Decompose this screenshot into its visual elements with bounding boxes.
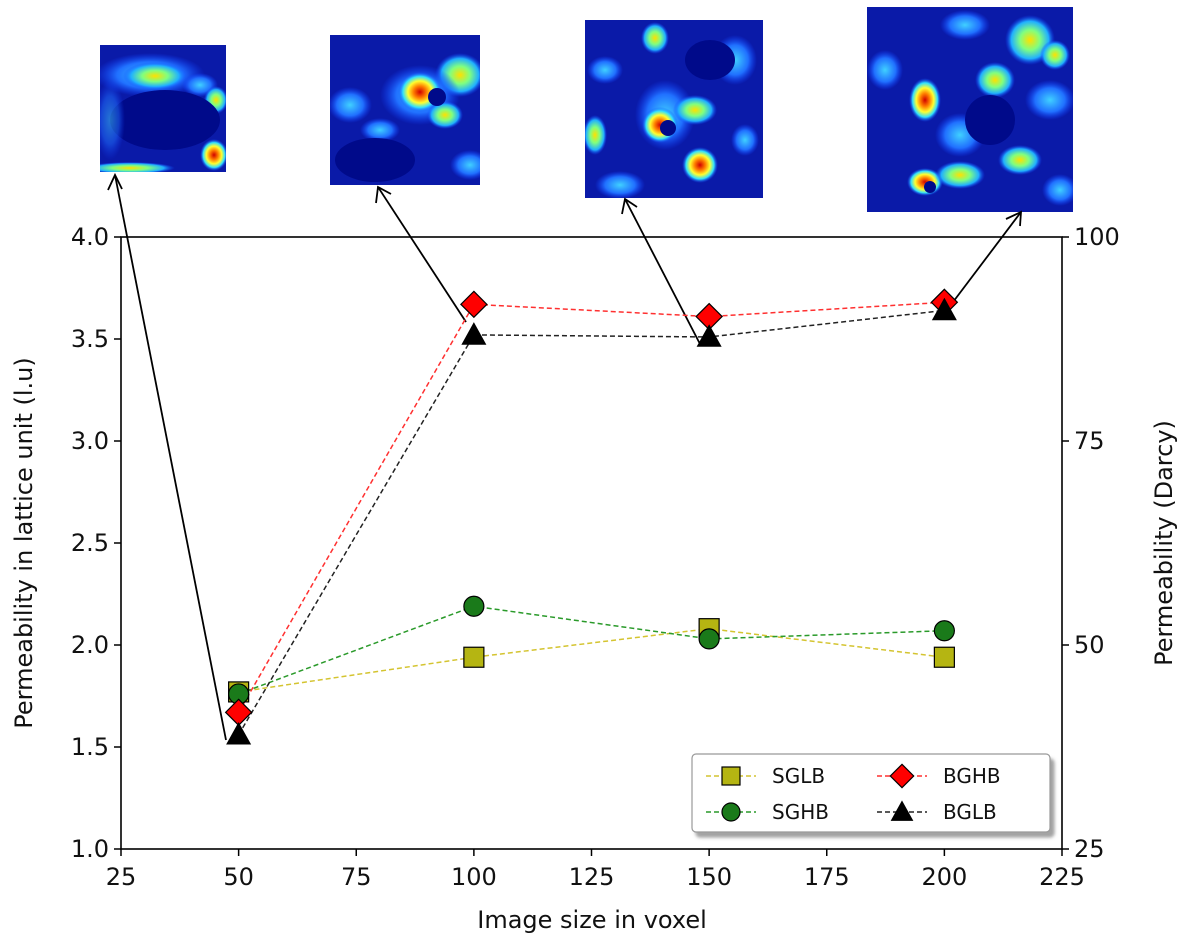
- x-tick-label: 75: [341, 863, 372, 891]
- legend-label-sglb: SGLB: [772, 764, 825, 788]
- arrow-100: [377, 186, 467, 323]
- data-point-bglb: [226, 722, 252, 745]
- series-markers: [224, 288, 959, 745]
- series-line-sglb: [238, 627, 945, 693]
- legend-marker-sglb: [721, 766, 741, 786]
- y-tick-label: 1.0: [71, 835, 109, 863]
- y-tick-label: 1.5: [71, 733, 109, 761]
- y-tick-label: 2.0: [71, 631, 109, 659]
- legend-marker-bglb: [890, 800, 914, 821]
- annotation-arrows: [107, 172, 1023, 741]
- flow-field-image-200: [867, 7, 1073, 212]
- arrowhead-150: [621, 197, 638, 215]
- y-tick-label: 2.5: [71, 529, 109, 557]
- arrowhead-50: [107, 172, 123, 191]
- y-tick-label: 3.5: [71, 325, 109, 353]
- y-tick-label: 4.0: [71, 223, 109, 251]
- data-point-bglb: [931, 297, 957, 321]
- data-point-bghb: [460, 290, 488, 319]
- legend-box: [691, 753, 1051, 833]
- data-point-sghb: [698, 628, 720, 650]
- right-y-tick-label: 50: [1074, 631, 1105, 659]
- x-tick-label: 175: [804, 863, 850, 891]
- legend-label-bglb: BGLB: [943, 800, 997, 824]
- right-y-tick-label: 100: [1074, 223, 1120, 251]
- right-y-tick-label: 25: [1074, 835, 1105, 863]
- legend-marker-sghb: [721, 802, 741, 822]
- flow-field-image-150: [585, 20, 763, 198]
- y-axis-ticks: 1.0 1.5 2.0 2.5 3.0 3.5 4.0: [71, 223, 121, 863]
- series-lines: [237, 301, 945, 736]
- right-y-tick-label: 75: [1074, 427, 1105, 455]
- data-point-bglb: [461, 322, 487, 345]
- legend: SGLB BGHB SGHB BGLB: [691, 753, 1051, 833]
- legend-label-sghb: SGHB: [772, 800, 829, 824]
- flow-field-image-50: [100, 45, 226, 172]
- arrowhead-200: [1005, 210, 1023, 227]
- x-tick-label: 25: [106, 863, 137, 891]
- data-point-sglb: [933, 646, 955, 668]
- series-line-bglb: [237, 309, 945, 736]
- arrow-200: [946, 211, 1022, 311]
- legend-marker-bghb: [889, 763, 915, 789]
- data-point-bglb: [696, 324, 722, 347]
- data-point-sglb: [463, 646, 485, 668]
- arrow-50: [114, 174, 227, 741]
- x-axis-ticks: 25 50 75 100 125 150 175 200 225: [106, 849, 1085, 891]
- x-tick-label: 125: [569, 863, 615, 891]
- data-point-bghb: [224, 698, 253, 727]
- data-point-sghb: [463, 595, 485, 617]
- x-tick-label: 225: [1039, 863, 1085, 891]
- right-y-axis-label: Permeability (Darcy): [1150, 420, 1178, 666]
- series-line-bghb: [237, 301, 945, 713]
- arrowhead-100: [375, 185, 392, 204]
- y-tick-label: 3.0: [71, 427, 109, 455]
- data-point-sghb: [933, 620, 955, 642]
- flow-field-image-100: [330, 35, 480, 185]
- x-axis-label: Image size in voxel: [477, 906, 707, 934]
- x-tick-label: 50: [223, 863, 254, 891]
- y-axis-label: Permeability in lattice unit (l.u): [10, 357, 38, 728]
- right-y-axis-ticks: 25 50 75 100: [1062, 223, 1120, 863]
- arrow-150: [624, 198, 701, 345]
- x-tick-label: 100: [451, 863, 497, 891]
- series-line-sghb: [238, 605, 945, 695]
- legend-label-bghb: BGHB: [943, 764, 1001, 788]
- x-tick-label: 150: [686, 863, 732, 891]
- x-tick-label: 200: [921, 863, 967, 891]
